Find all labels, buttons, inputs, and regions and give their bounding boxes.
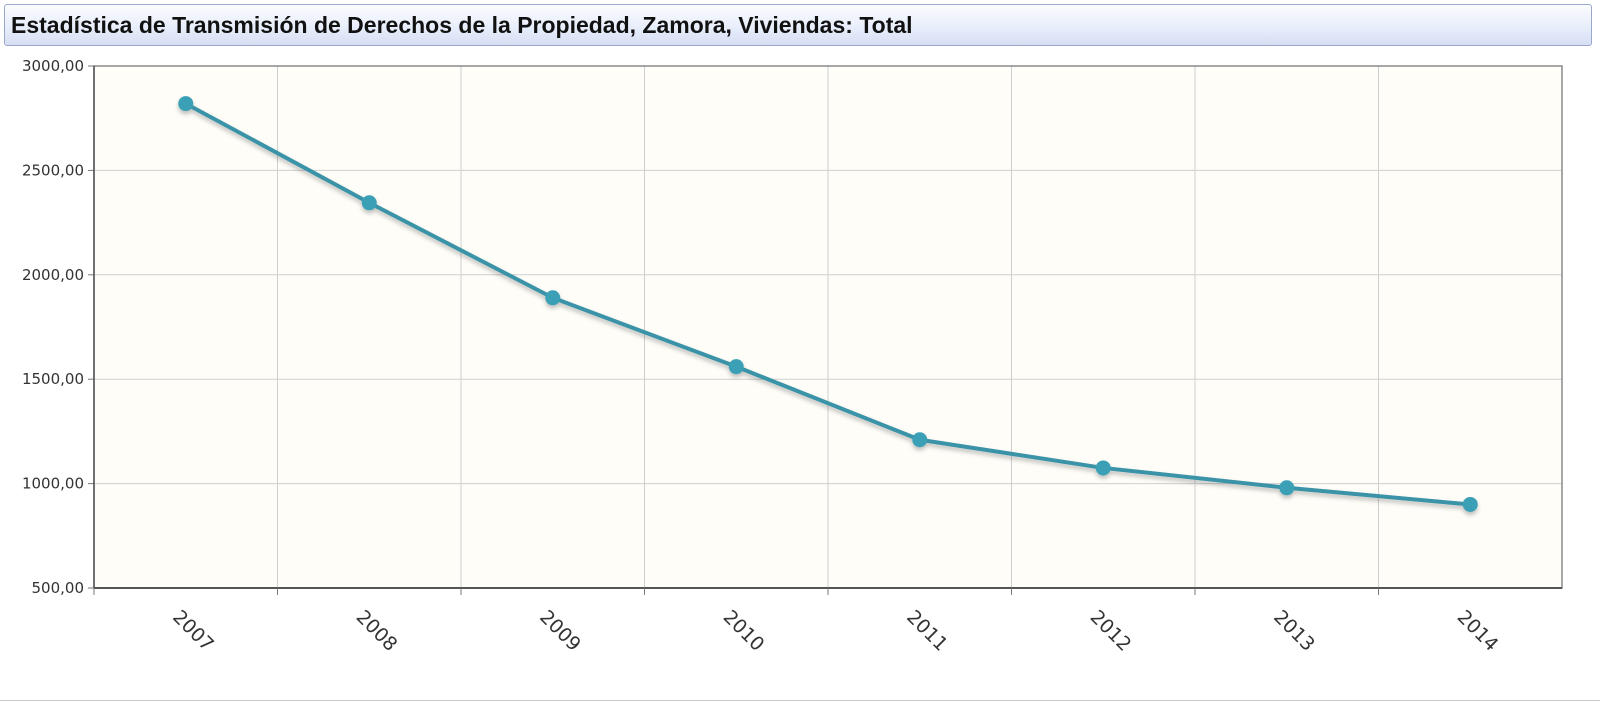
y-tick-label: 2500,00 xyxy=(22,161,84,179)
x-tick-label: 2007 xyxy=(168,606,218,656)
x-axis: 2007 2008 2009 2010 2011 2012 2013 2014 xyxy=(93,587,1562,656)
data-point xyxy=(361,195,377,211)
series-line xyxy=(183,101,1473,507)
bottom-divider xyxy=(0,700,1600,701)
data-point xyxy=(1095,460,1111,476)
x-tick-label: 2014 xyxy=(1453,606,1503,656)
series-layer xyxy=(178,96,1478,512)
y-tick-label: 1000,00 xyxy=(22,475,84,493)
x-tick-label: 2008 xyxy=(352,606,402,656)
y-axis: 500,00 1000,00 1500,00 2000,00 2500,00 3000,0… xyxy=(22,57,95,597)
x-tick-label: 2010 xyxy=(719,606,769,656)
y-tick-label: 1500,00 xyxy=(22,370,84,388)
data-point xyxy=(178,96,194,112)
data-point xyxy=(545,290,561,306)
chart-container: 500,00 1000,00 1500,00 2000,00 2500,00 3000,0… xyxy=(0,50,1600,702)
y-tick-label: 2000,00 xyxy=(22,266,84,284)
data-point xyxy=(912,432,928,448)
chart-title: Estadística de Transmisión de Derechos d… xyxy=(11,11,913,38)
x-tick-label: 2013 xyxy=(1269,606,1319,656)
data-point xyxy=(1462,496,1478,512)
chart-title-bar: Estadística de Transmisión de Derechos d… xyxy=(4,4,1592,46)
x-tick-label: 2009 xyxy=(535,606,585,656)
x-tick-label: 2011 xyxy=(902,606,952,656)
y-tick-label: 3000,00 xyxy=(22,57,84,75)
line-chart: 500,00 1000,00 1500,00 2000,00 2500,00 3000,0… xyxy=(22,57,1563,656)
data-point xyxy=(1279,480,1295,496)
y-tick-label: 500,00 xyxy=(32,579,85,597)
data-point xyxy=(728,359,744,375)
gridlines xyxy=(93,65,1563,589)
x-tick-label: 2012 xyxy=(1086,606,1136,656)
